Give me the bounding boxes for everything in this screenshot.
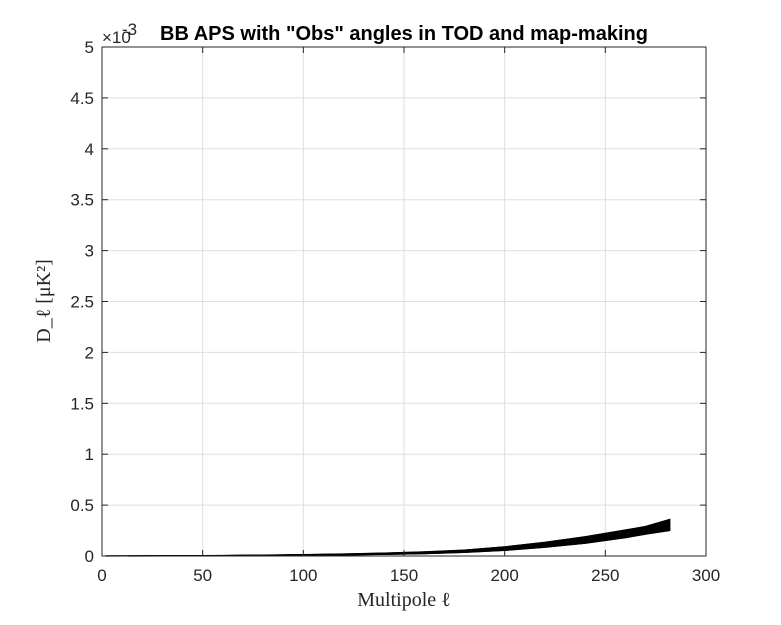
series-line xyxy=(105,518,670,557)
y-tick-label: 3 xyxy=(85,242,94,261)
y-exponent-power: -3 xyxy=(122,20,137,39)
y-tick-labels: 0 0.5 1 1.5 2 2.5 3 3.5 4 4.5 5 xyxy=(70,38,94,566)
y-tick-label: 0 xyxy=(85,547,94,566)
y-tick-label: 3.5 xyxy=(70,191,94,210)
y-tick-label: 4.5 xyxy=(70,89,94,108)
y-axis-label: D_ℓ [μK²] xyxy=(33,259,55,343)
x-tick-label: 0 xyxy=(97,566,106,585)
x-tick-label: 150 xyxy=(390,566,418,585)
y-tick-label: 5 xyxy=(85,38,94,57)
y-tick-label: 2.5 xyxy=(70,293,94,312)
x-axis-label: Multipole ℓ xyxy=(357,589,450,611)
x-tick-label: 200 xyxy=(490,566,518,585)
x-tick-label: 100 xyxy=(289,566,317,585)
x-tick-label: 250 xyxy=(591,566,619,585)
tick-marks xyxy=(101,46,707,557)
x-tick-labels: 0 50 100 150 200 250 300 xyxy=(97,566,720,585)
y-tick-label: 2 xyxy=(85,343,94,362)
y-tick-label: 1 xyxy=(85,445,94,464)
y-tick-label: 0.5 xyxy=(70,496,94,515)
x-tick-label: 300 xyxy=(692,566,720,585)
y-exponent-base: ×10 xyxy=(102,28,131,47)
y-tick-label: 1.5 xyxy=(70,394,94,413)
y-tick-label: 4 xyxy=(85,140,94,159)
chart-title: BB APS with "Obs" angles in TOD and map-… xyxy=(160,23,648,45)
x-tick-label: 50 xyxy=(193,566,212,585)
